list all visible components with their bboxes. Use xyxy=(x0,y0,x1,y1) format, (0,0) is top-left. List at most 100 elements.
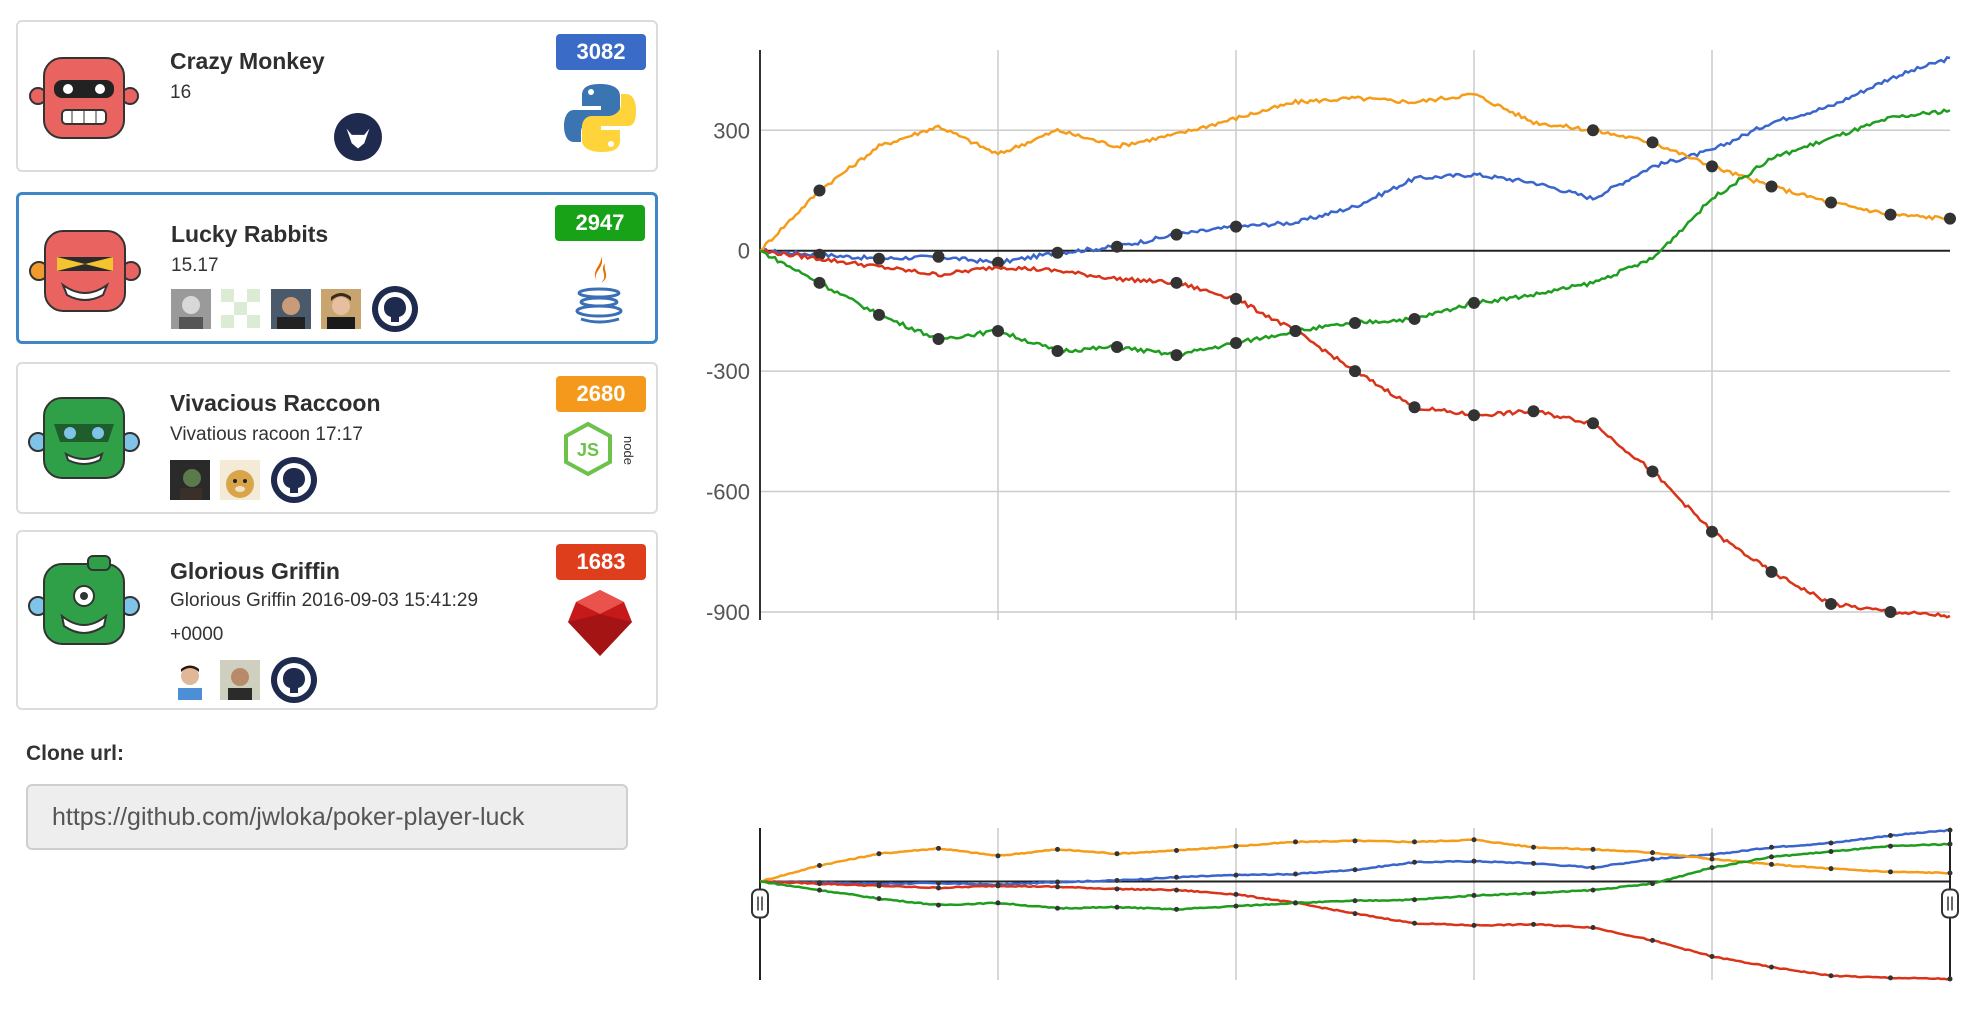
series-point xyxy=(1587,417,1599,430)
navigator-point xyxy=(936,885,941,891)
team-members xyxy=(170,456,318,504)
navigator-point xyxy=(1352,911,1358,917)
series-point xyxy=(873,252,885,265)
series-point xyxy=(813,248,826,261)
navigator-point xyxy=(1114,851,1120,857)
series-point xyxy=(1408,401,1421,414)
navigator-point xyxy=(1055,884,1060,890)
navigator-point xyxy=(1352,867,1358,873)
robot-avatar-icon xyxy=(29,57,139,139)
series-point xyxy=(1230,337,1242,350)
team-name: Vivacious Raccoon xyxy=(170,390,381,416)
navigator-point xyxy=(1412,920,1417,926)
clone-url-input[interactable] xyxy=(26,784,628,850)
team-members xyxy=(170,656,318,704)
series-point xyxy=(992,256,1004,269)
team-subtitle: Glorious Griffin 2016-09-03 15:41:29 xyxy=(170,590,479,611)
member-avatar[interactable] xyxy=(170,460,210,500)
navigator-point xyxy=(1828,866,1834,872)
navigator-point xyxy=(1233,843,1239,849)
series-point xyxy=(1289,324,1302,337)
chart-navigator[interactable] xyxy=(680,820,1966,990)
github-icon[interactable] xyxy=(371,285,419,333)
navigator-point xyxy=(995,883,1001,889)
team-card-lucky-rabbits[interactable]: Lucky Rabbits 15.17 2947 xyxy=(16,192,658,344)
java-logo-icon xyxy=(575,253,623,324)
series-point xyxy=(1230,292,1242,305)
team-card-glorious-griffin[interactable]: Glorious Griffin Glorious Griffin 2016-0… xyxy=(16,530,658,710)
score-badge: 2680 xyxy=(556,376,646,412)
team-members xyxy=(171,285,419,333)
navigator-point xyxy=(1769,861,1774,867)
member-avatar[interactable] xyxy=(220,460,260,500)
navigator-point xyxy=(1412,839,1417,845)
score-badge: 3082 xyxy=(556,34,646,70)
member-avatar[interactable] xyxy=(220,660,260,700)
team-name: Lucky Rabbits xyxy=(171,221,329,247)
member-avatar[interactable] xyxy=(221,289,261,329)
github-icon[interactable] xyxy=(270,456,318,504)
series-point xyxy=(1944,212,1956,225)
navigator-point xyxy=(817,887,822,893)
navigator-point xyxy=(1769,844,1774,850)
series-point xyxy=(932,250,945,263)
robot-avatar-icon xyxy=(28,555,140,645)
navigator-point xyxy=(876,851,882,857)
navigator-point xyxy=(1114,904,1120,910)
series-point xyxy=(1111,341,1123,354)
navigator-point xyxy=(1709,856,1715,862)
series-point xyxy=(1468,296,1480,309)
robot-avatar-icon xyxy=(29,230,141,312)
navigator-point xyxy=(1947,841,1953,847)
score-badge: 2947 xyxy=(555,205,645,241)
navigator-point xyxy=(1888,975,1893,981)
navigator-point xyxy=(1174,887,1179,893)
navigator-point xyxy=(936,845,941,851)
navigator-point xyxy=(1055,879,1060,885)
navigator-point xyxy=(1293,900,1298,906)
navigator-point xyxy=(1828,849,1834,855)
member-avatar[interactable] xyxy=(170,660,210,700)
member-avatar[interactable] xyxy=(171,289,211,329)
navigator-handle-right[interactable] xyxy=(1941,888,1959,919)
series-point xyxy=(1706,525,1718,538)
navigator-point xyxy=(1828,840,1834,846)
score-history-chart: 300 0 -300 -600 -900 xyxy=(706,50,1956,625)
series-point xyxy=(1230,220,1242,233)
series-point xyxy=(1884,605,1897,618)
navigator-point xyxy=(1590,846,1596,852)
series-point xyxy=(1706,160,1718,173)
y-tick-label: 300 xyxy=(713,118,750,143)
series-point xyxy=(1765,180,1778,193)
series-point xyxy=(1527,405,1540,418)
team-name: Crazy Monkey xyxy=(170,48,325,74)
navigator-point xyxy=(1114,877,1120,883)
navigator-point xyxy=(1650,856,1655,862)
clone-url-label: Clone url: xyxy=(26,742,124,765)
series-line-1 xyxy=(759,92,1951,252)
github-icon[interactable] xyxy=(270,656,318,704)
team-card-vivacious-raccoon[interactable]: Vivacious Raccoon Vivatious racoon 17:17… xyxy=(16,362,658,514)
team-card-crazy-monkey[interactable]: Crazy Monkey 16 3082 xyxy=(16,20,658,172)
series-point xyxy=(1051,345,1064,358)
navigator-point xyxy=(1233,872,1239,878)
series-point xyxy=(1825,196,1837,209)
navigator-handle-left[interactable] xyxy=(751,888,769,919)
navigator-point xyxy=(1293,871,1298,877)
y-tick-label: -900 xyxy=(706,600,750,625)
navigator-point xyxy=(1174,874,1179,880)
gitlab-icon[interactable] xyxy=(333,112,383,162)
navigator-point xyxy=(1531,844,1536,850)
series-point xyxy=(1349,316,1361,329)
svg-text:JS: JS xyxy=(577,440,599,460)
nodejs-logo-icon: JS node xyxy=(564,421,636,477)
navigator-point xyxy=(1412,859,1417,865)
y-tick-label: -300 xyxy=(706,359,750,384)
navigator-point xyxy=(1709,953,1715,959)
series-point xyxy=(992,324,1004,337)
navigator-point xyxy=(1590,925,1596,931)
member-avatar[interactable] xyxy=(321,289,361,329)
navigator-point xyxy=(1055,905,1060,911)
navigator-point xyxy=(1174,847,1179,853)
member-avatar[interactable] xyxy=(271,289,311,329)
